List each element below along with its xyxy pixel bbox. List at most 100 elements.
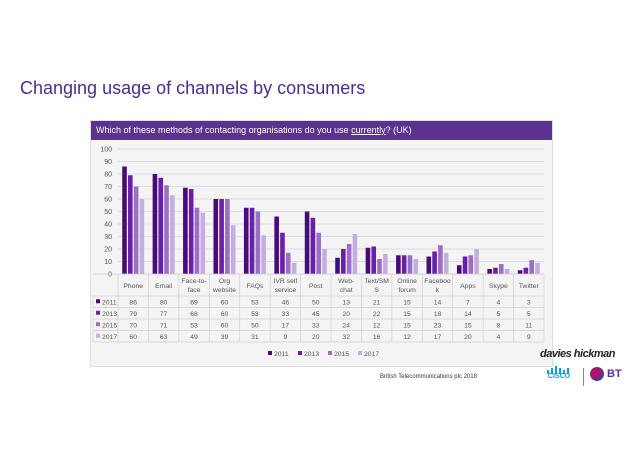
bar-2013-9 [401, 255, 407, 274]
copyright-credit: British Telecommunications plc 2018 [380, 374, 477, 380]
bar-2015-9 [407, 255, 413, 274]
bar-2013-6 [310, 217, 316, 274]
bar-2017-3 [230, 225, 236, 274]
category-label: Online [397, 278, 417, 285]
table-cell-value: 8 [496, 322, 500, 329]
bar-2013-8 [371, 246, 377, 274]
category-label: website [212, 287, 236, 294]
bar-2011-10 [426, 256, 432, 274]
table-cell-value: 14 [434, 299, 442, 306]
row-label: 2013 [102, 311, 117, 318]
table-cell-value: 31 [251, 334, 259, 341]
category-label: forum [398, 287, 416, 294]
y-tick-label: 30 [104, 234, 112, 241]
table-cell-value: 80 [160, 299, 168, 306]
bar-2017-1 [170, 195, 175, 274]
table-cell-value: 32 [342, 334, 350, 341]
bar-2011-11 [456, 265, 462, 274]
bar-2013-4 [249, 207, 255, 274]
table-cell-value: 49 [190, 334, 198, 341]
bar-2015-3 [225, 199, 230, 274]
bar-2011-3 [213, 199, 219, 274]
table-cell-value: 45 [312, 311, 320, 318]
bar-2017-2 [200, 212, 206, 274]
row-label: 2015 [102, 322, 117, 329]
category-label: Email [155, 283, 172, 290]
table-cell-value: 15 [403, 322, 411, 329]
table-cell-value: 39 [221, 334, 229, 341]
category-label: Faceboo [424, 278, 451, 285]
table-cell-value: 22 [373, 311, 381, 318]
table-cell-value: 15 [403, 299, 411, 306]
cisco-logo-icon [547, 366, 569, 374]
table-cell-value: 5 [527, 311, 531, 318]
legend-label: 2017 [364, 351, 379, 358]
bar-2011-2 [183, 187, 188, 274]
bar-2011-4 [243, 207, 249, 274]
bar-2013-2 [188, 189, 194, 274]
category-label: Org [219, 278, 231, 285]
bar-2017-8 [383, 254, 388, 274]
bar-2017-4 [261, 235, 266, 274]
bar-2015-5 [285, 252, 291, 274]
table-cell-value: 69 [190, 299, 198, 306]
category-label: S [374, 287, 379, 294]
category-label: Skype [489, 283, 508, 290]
bar-2013-1 [158, 177, 164, 274]
category-label: k [436, 287, 440, 294]
y-tick-label: 10 [104, 259, 112, 266]
table-cell-value: 17 [434, 334, 442, 341]
bar-2013-7 [341, 249, 346, 274]
category-label: Post [309, 283, 323, 290]
legend-label: 2013 [304, 351, 319, 358]
table-cell-value: 15 [464, 322, 472, 329]
question-underlined: currently [351, 125, 386, 135]
table-cell-value: 60 [129, 334, 137, 341]
bar-2015-10 [438, 245, 443, 274]
bar-2017-11 [474, 249, 479, 274]
bar-2015-11 [468, 255, 474, 274]
bar-2015-1 [164, 185, 169, 274]
bar-2015-4 [255, 211, 261, 274]
bar-2017-13 [535, 262, 540, 274]
legend-key-2013 [96, 310, 100, 315]
bar-2017-10 [443, 252, 449, 274]
y-tick-label: 100 [100, 147, 112, 154]
table-cell-value: 17 [282, 322, 290, 329]
table-cell-value: 20 [312, 334, 320, 341]
table-cell-value: 63 [160, 334, 168, 341]
bar-2015-12 [498, 264, 504, 274]
category-label: IVR self [273, 278, 297, 285]
y-tick-label: 70 [104, 184, 112, 191]
table-cell-value: 13 [342, 299, 350, 306]
y-tick-label: 50 [104, 209, 112, 216]
legend-key-2011 [96, 299, 100, 304]
bar-2015-7 [346, 244, 352, 274]
table-cell-value: 79 [129, 311, 137, 318]
table-cell-value: 9 [283, 334, 287, 341]
category-label: Phone [123, 283, 143, 290]
table-cell-value: 68 [190, 311, 198, 318]
table-cell-value: 53 [251, 311, 259, 318]
table-cell-value: 46 [282, 299, 290, 306]
slide-title: Changing usage of channels by consumers [20, 78, 366, 98]
table-cell-value: 33 [282, 311, 290, 318]
chart-question-header: Which of these methods of contacting org… [91, 121, 552, 140]
table-cell-value: 71 [160, 322, 168, 329]
legend-key-2017 [96, 333, 100, 338]
category-label: chat [340, 287, 353, 294]
table-cell-value: 14 [464, 311, 472, 318]
legend-swatch-2013 [298, 351, 302, 355]
table-cell-value: 24 [342, 322, 350, 329]
table-cell-value: 20 [464, 334, 472, 341]
table-cell-value: 60 [221, 299, 229, 306]
category-label: Twitter [519, 283, 540, 290]
table-cell-value: 15 [403, 311, 411, 318]
table-cell-value: 53 [251, 299, 259, 306]
bar-2017-5 [291, 262, 297, 274]
bar-2011-6 [304, 211, 310, 274]
question-prefix: Which of these methods of contacting org… [96, 125, 352, 135]
y-tick-label: 40 [104, 222, 112, 229]
bar-2011-0 [122, 166, 127, 274]
bar-2015-0 [133, 186, 139, 274]
